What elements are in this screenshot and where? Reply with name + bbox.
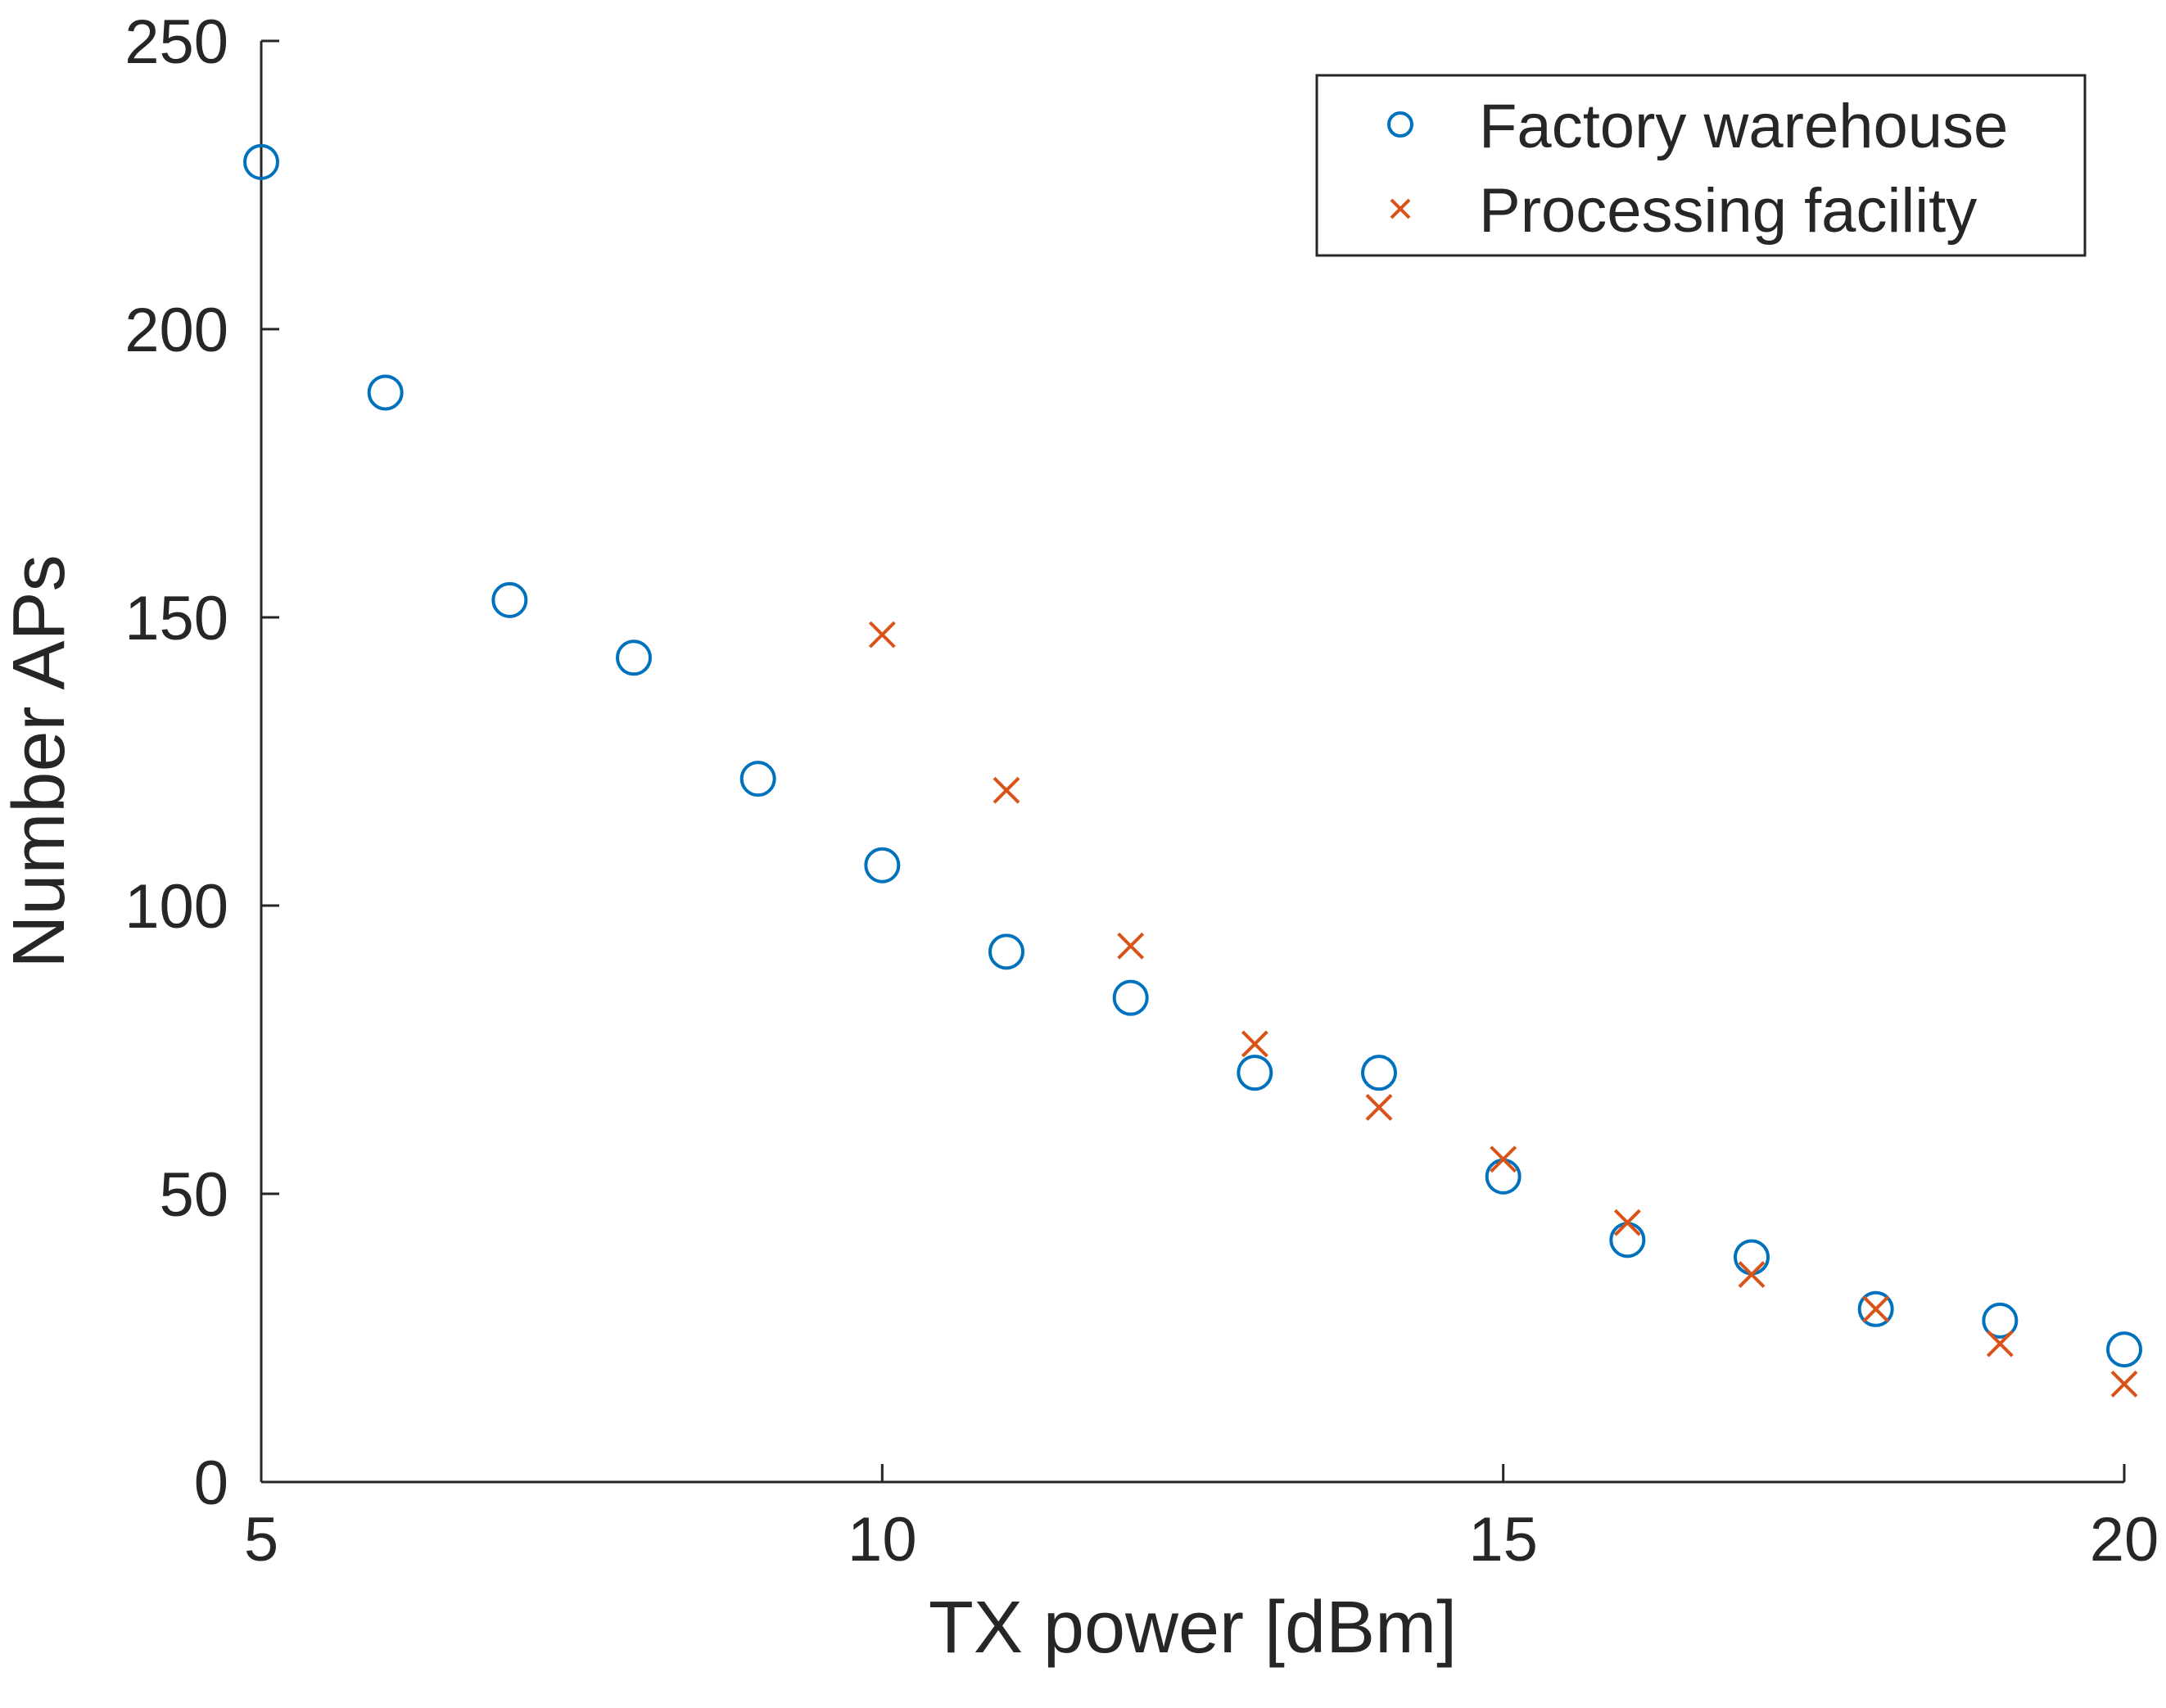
legend-circle-icon (1387, 111, 1413, 138)
data-point (491, 581, 528, 618)
data-point (1117, 932, 1145, 960)
series-factory-warehouse (243, 143, 2142, 1368)
x-tick-label: 10 (848, 1505, 917, 1575)
data-point (1361, 1055, 1397, 1091)
y-axis-label: Number APs (0, 554, 80, 968)
data-point (2110, 1370, 2138, 1398)
data-point (616, 639, 652, 676)
data-point (1857, 1290, 1894, 1327)
legend-label-processing-facility: Processing facility (1479, 176, 1977, 246)
legend-marker-processing-facility (1390, 198, 1411, 219)
y-tick-label: 200 (124, 296, 228, 365)
data-point (1365, 1093, 1393, 1121)
x-tick-label: 15 (1468, 1505, 1538, 1575)
data-point (1485, 1158, 1522, 1195)
data-point (1237, 1055, 1273, 1091)
data-point (1982, 1302, 2019, 1339)
data-point (1112, 979, 1149, 1016)
legend-label-factory-warehouse: Factory warehouse (1479, 92, 2008, 161)
y-tick-label: 100 (124, 872, 228, 942)
x-tick-label: 20 (2090, 1505, 2159, 1575)
data-point (1862, 1295, 1890, 1323)
data-point (993, 776, 1020, 804)
data-point (1738, 1261, 1766, 1288)
data-point (243, 143, 279, 180)
x-tick-label: 5 (244, 1505, 278, 1575)
data-point (367, 374, 404, 411)
tick-marks (260, 39, 2126, 1484)
data-point (988, 933, 1024, 970)
y-tick-label: 0 (194, 1448, 228, 1518)
y-tick-label: 150 (124, 584, 228, 653)
data-point (2106, 1331, 2142, 1368)
data-point (1986, 1330, 2014, 1358)
x-axis-label: TX power [dBm] (929, 1587, 1457, 1669)
data-point (868, 621, 896, 648)
series-processing-facility (868, 621, 2138, 1398)
axes (260, 41, 2124, 1484)
data-point (1490, 1145, 1517, 1173)
data-point (1609, 1222, 1646, 1258)
legend: Factory warehouse Processing facility (1315, 74, 2087, 257)
data-points (243, 143, 2142, 1398)
legend-box (1315, 74, 2087, 257)
data-point (739, 761, 776, 798)
data-point (1241, 1030, 1268, 1058)
data-point (1613, 1209, 1641, 1236)
data-point (864, 847, 901, 883)
data-point (1734, 1239, 1770, 1276)
y-tick-label: 50 (159, 1160, 228, 1230)
legend-marker-factory-warehouse (1387, 111, 1413, 138)
legend-x-icon (1390, 198, 1411, 219)
y-tick-label: 250 (124, 7, 228, 77)
